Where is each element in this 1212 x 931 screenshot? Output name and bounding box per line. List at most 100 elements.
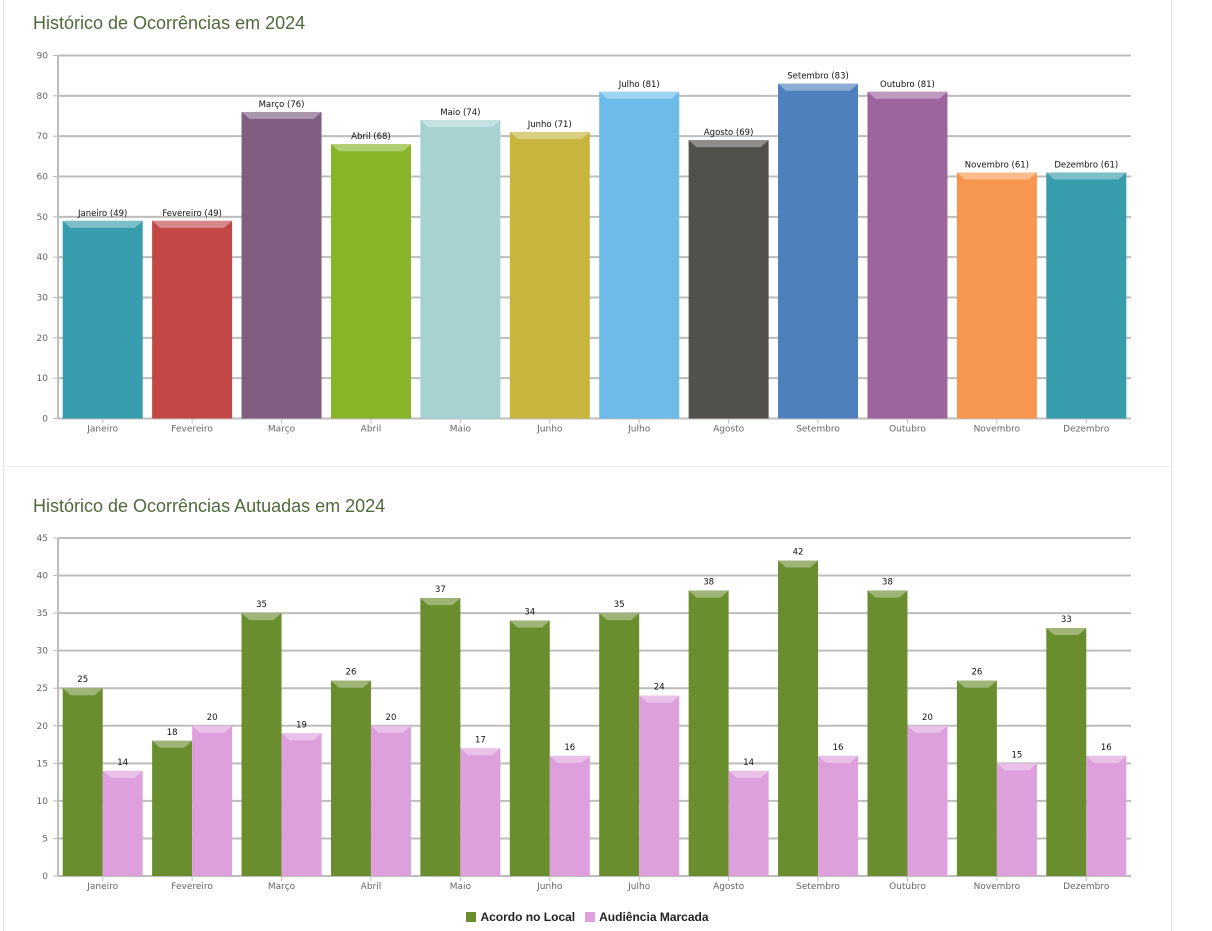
bar-setembro-audiencia — [818, 755, 859, 876]
x-tick-label: Outubro — [889, 425, 926, 435]
bar-julho-bevel — [599, 91, 680, 99]
bar-janeiro-acordo — [62, 688, 103, 876]
chart-title-ocorrencias: Histórico de Ocorrências em 2024 — [33, 13, 306, 33]
bar-maio-body — [420, 120, 501, 419]
chart-legend: Acordo no Local Audiência Marcada — [0, 910, 1175, 924]
x-tick-label: Setembro — [796, 425, 840, 435]
y-tick-label: 10 — [37, 797, 49, 807]
bar-julho-body — [599, 91, 680, 419]
x-tick-label: Fevereiro — [171, 425, 213, 435]
x-tick-label: Abril — [361, 882, 382, 892]
data-label: Abril (68) — [351, 132, 391, 142]
x-tick-label: Junho — [536, 882, 563, 892]
data-label: 37 — [435, 585, 446, 595]
x-tick-label: Dezembro — [1063, 425, 1110, 435]
bar-novembro-acordo-bevel — [956, 680, 997, 688]
y-tick-label: 90 — [37, 52, 49, 62]
bar-março-audiencia — [281, 733, 322, 876]
legend-swatch-acordo — [466, 912, 477, 922]
legend-item-audiencia[interactable]: Audiência Marcada — [585, 910, 709, 924]
x-tick-label: Novembro — [974, 882, 1021, 892]
bar-julho-audiencia-body — [639, 695, 680, 876]
bar-janeiro-acordo-bevel — [62, 688, 103, 696]
y-tick-label: 80 — [37, 92, 49, 102]
x-tick-label: Abril — [361, 425, 382, 435]
bar-julho-audiencia — [639, 695, 680, 876]
bar-fevereiro-acordo — [152, 740, 193, 876]
bar-julho-acordo-body — [599, 613, 640, 876]
bar-dezembro-audiencia-body — [1086, 755, 1127, 876]
bar-dezembro-audiencia-bevel — [1086, 755, 1127, 763]
data-label: 16 — [1101, 743, 1112, 753]
bar-agosto-bevel — [688, 140, 769, 148]
y-tick-label: 5 — [42, 834, 48, 844]
data-label: 20 — [922, 713, 933, 723]
bar-maio — [420, 120, 501, 419]
bar-agosto-audiencia-body — [728, 770, 769, 876]
bar-agosto — [688, 140, 769, 419]
x-tick-label: Maio — [450, 882, 472, 892]
bar-fevereiro-audiencia-body — [192, 725, 233, 876]
bar-maio-acordo-body — [420, 598, 461, 876]
x-tick-label: Novembro — [974, 425, 1021, 435]
chart-autuadas: 0 5 10 15 20 25 30 35 40 45 Janeiro Fevereiro Março A… — [37, 534, 1131, 892]
y-tick-label: 35 — [37, 609, 48, 619]
bar-maio-audiencia — [460, 748, 501, 876]
bar-janeiro-audiencia-bevel — [102, 770, 143, 778]
bar-agosto-acordo — [688, 590, 729, 876]
legend-swatch-audiencia — [585, 912, 596, 922]
data-label: Julho (81) — [618, 80, 660, 90]
bar-outubro-bevel — [867, 91, 948, 99]
x-tick-label: Dezembro — [1063, 882, 1110, 892]
bar-maio-acordo-bevel — [420, 598, 461, 606]
x-tick-label: Setembro — [796, 882, 840, 892]
legend-label-acordo: Acordo no Local — [480, 910, 576, 924]
bar-abril-acordo — [330, 680, 371, 876]
bar-dezembro-body — [1046, 172, 1127, 419]
data-label: Fevereiro (49) — [162, 209, 221, 219]
bar-fevereiro-body — [152, 220, 233, 419]
bar-março-audiencia-body — [281, 733, 322, 876]
bar-junho-audiencia-bevel — [549, 755, 590, 763]
legend-label-audiencia: Audiência Marcada — [599, 910, 709, 924]
bar-julho-acordo — [599, 613, 640, 876]
bar-junho-acordo-bevel — [509, 620, 550, 628]
data-label: 19 — [296, 720, 307, 730]
bar-dezembro-acordo — [1046, 628, 1087, 876]
bar-janeiro-audiencia — [102, 770, 143, 876]
bar-julho-audiencia-bevel — [639, 695, 680, 703]
legend-item-acordo[interactable]: Acordo no Local — [466, 910, 575, 924]
data-label: 14 — [743, 758, 754, 768]
section-divider — [3, 466, 1172, 467]
x-tick-label: Janeiro — [86, 882, 118, 892]
bar-outubro-acordo-bevel — [867, 590, 908, 598]
x-tick-label: Fevereiro — [171, 882, 213, 892]
x-tick-label: Agosto — [713, 882, 745, 892]
data-label: Março (76) — [259, 100, 305, 110]
bar-janeiro-audiencia-body — [102, 770, 143, 876]
bar-março-acordo — [241, 613, 282, 876]
y-tick-label: 20 — [37, 722, 49, 732]
bar-fevereiro-audiencia-bevel — [192, 725, 233, 733]
bar-março-body — [241, 111, 322, 419]
data-label: Setembro (83) — [787, 72, 849, 82]
bar-abril-audiencia-body — [370, 725, 411, 876]
bar-agosto-audiencia — [728, 770, 769, 876]
bar-julho — [599, 91, 680, 419]
bar-janeiro-bevel — [62, 220, 143, 228]
bar-abril-acordo-body — [330, 680, 371, 876]
data-label: 35 — [256, 600, 267, 610]
data-label: 34 — [524, 608, 535, 618]
bar-agosto-acordo-bevel — [688, 590, 729, 598]
data-label: 42 — [793, 548, 804, 558]
x-tick-label: Outubro — [889, 882, 926, 892]
bar-agosto-acordo-body — [688, 590, 729, 876]
bar-dezembro-acordo-bevel — [1046, 628, 1087, 636]
bar-agosto-body — [688, 140, 769, 419]
bar-dezembro-bevel — [1046, 172, 1127, 180]
bar-outubro-acordo — [867, 590, 908, 876]
y-tick-label: 0 — [42, 872, 48, 882]
bar-setembro-audiencia-body — [818, 755, 859, 876]
bar-novembro-body — [956, 172, 1037, 419]
y-tick-label: 10 — [37, 374, 49, 384]
